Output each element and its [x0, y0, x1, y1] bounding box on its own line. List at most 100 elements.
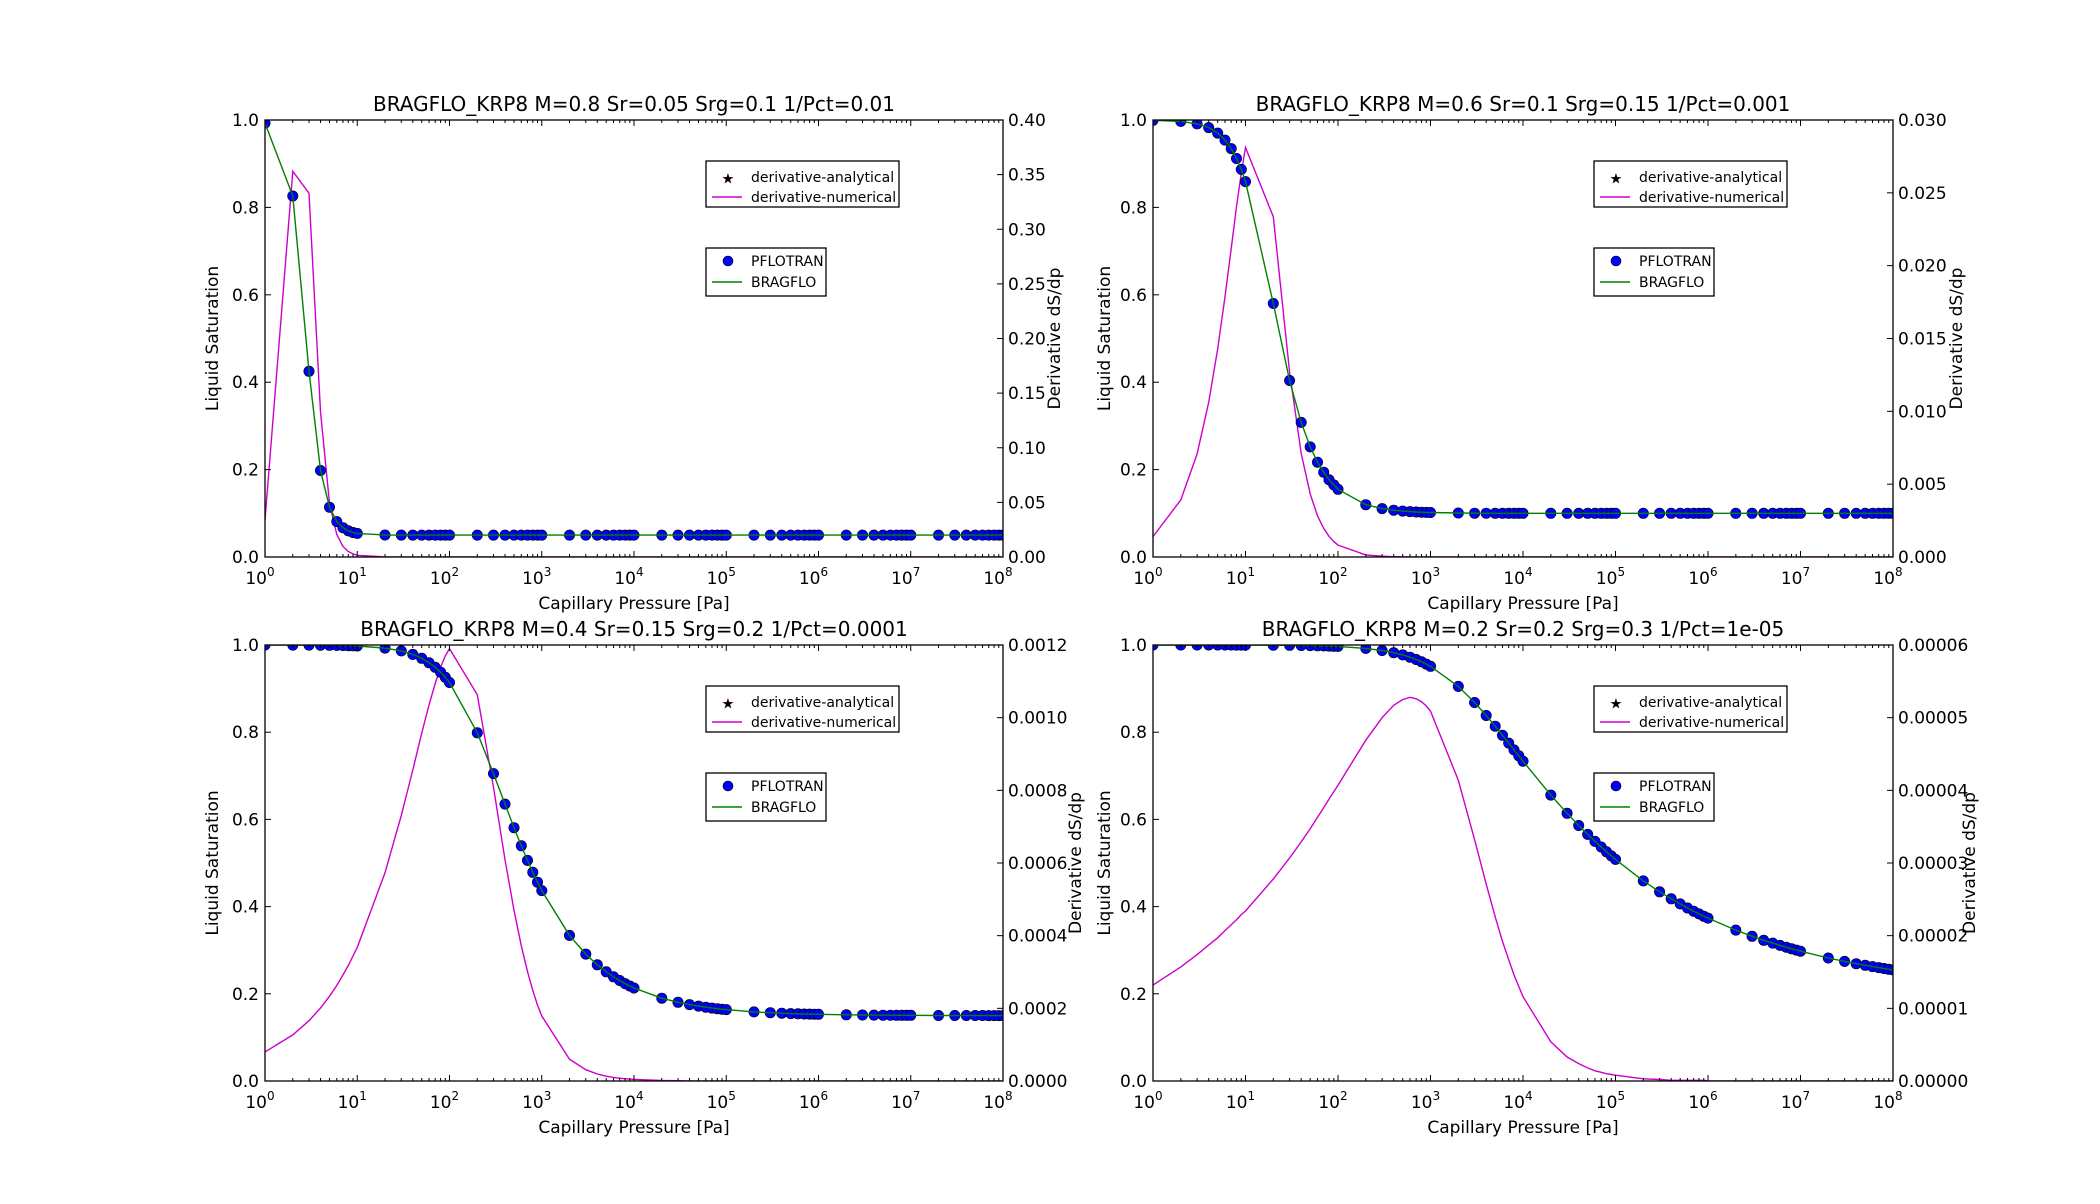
- x-tick-base: 10: [1596, 1093, 1618, 1113]
- x-tick-base: 10: [891, 1093, 913, 1113]
- legend-box: [1593, 247, 1715, 297]
- y-right-tick-label: 0.0002: [1008, 999, 1067, 1019]
- x-tick-exponent: 3: [1433, 565, 1441, 579]
- x-tick-exponent: 0: [1155, 565, 1163, 579]
- x-tick-base: 10: [1318, 569, 1340, 589]
- legend-label-pflotran: PFLOTRAN: [1639, 779, 1712, 795]
- x-tick-label: 100: [1133, 1089, 1162, 1113]
- x-tick-base: 10: [338, 569, 360, 589]
- x-tick-exponent: 2: [452, 565, 460, 579]
- x-tick-base: 10: [1133, 1093, 1155, 1113]
- chart-panel-3: BRAGFLO_KRP8 M=0.4 Sr=0.15 Srg=0.2 1/Pct…: [203, 617, 1086, 1138]
- y-left-tick-label: 0.2: [1120, 461, 1147, 481]
- x-tick-exponent: 3: [544, 565, 552, 579]
- legend-label-analytical: derivative-analytical: [751, 170, 894, 186]
- chart-title: BRAGFLO_KRP8 M=0.2 Sr=0.2 Srg=0.3 1/Pct=…: [1262, 617, 1784, 641]
- x-tick-label: 100: [1133, 565, 1162, 589]
- x-tick-label: 106: [1688, 1089, 1717, 1113]
- star-marker-icon: ★: [1610, 172, 1622, 187]
- x-tick-label: 100: [245, 565, 274, 589]
- x-tick-label: 101: [1226, 1089, 1255, 1113]
- x-tick-label: 107: [1781, 565, 1810, 589]
- y-right-axis-label: Derivative dS/dp: [1960, 792, 1980, 934]
- x-tick-label: 106: [799, 565, 828, 589]
- x-tick-base: 10: [614, 1093, 636, 1113]
- y-left-tick-label: 0.8: [232, 198, 259, 218]
- y-left-tick-label: 0.0: [232, 548, 259, 568]
- x-tick-label: 108: [1873, 1089, 1902, 1113]
- legend-label-bragflo: BRAGFLO: [1639, 800, 1704, 816]
- x-tick-exponent: 1: [359, 1089, 367, 1103]
- x-tick-base: 10: [1873, 1093, 1895, 1113]
- plot-area: [1153, 645, 1893, 1081]
- x-tick-exponent: 7: [913, 1089, 921, 1103]
- x-tick-exponent: 8: [1005, 1089, 1013, 1103]
- x-tick-label: 107: [891, 565, 920, 589]
- legend-label-pflotran: PFLOTRAN: [751, 779, 824, 795]
- x-tick-label: 102: [1318, 1089, 1347, 1113]
- x-tick-base: 10: [1133, 569, 1155, 589]
- x-tick-exponent: 6: [1710, 565, 1718, 579]
- x-tick-label: 108: [1873, 565, 1902, 589]
- y-right-tick-label: 0.10: [1008, 439, 1046, 459]
- legend-box: [1593, 160, 1788, 208]
- x-tick-exponent: 2: [452, 1089, 460, 1103]
- y-left-tick-label: 0.2: [1120, 985, 1147, 1005]
- x-tick-exponent: 6: [821, 1089, 829, 1103]
- y-right-tick-label: 0.25: [1008, 275, 1046, 295]
- y-right-tick-label: 0.00: [1008, 548, 1046, 568]
- y-right-tick-label: 0.30: [1008, 220, 1046, 240]
- x-tick-base: 10: [707, 569, 729, 589]
- y-left-tick-label: 0.8: [1120, 723, 1147, 743]
- series-derivative-numerical-line: [1153, 696, 1893, 1081]
- y-right-tick-label: 0.015: [1898, 330, 1947, 350]
- legend-derivatives: ★ derivative-analytical derivative-numeric…: [705, 160, 900, 208]
- chart-panel-1: BRAGFLO_KRP8 M=0.8 Sr=0.05 Srg=0.1 1/Pct…: [203, 92, 1065, 614]
- legend-derivatives: ★ derivative-analytical derivative-numeric…: [705, 685, 900, 733]
- circle-marker-icon: [1610, 780, 1622, 792]
- plot-area: [265, 120, 1003, 557]
- x-tick-label: 105: [1596, 1089, 1625, 1113]
- y-left-tick-label: 0.4: [1120, 898, 1147, 918]
- legend-derivatives: ★ derivative-analytical derivative-numeric…: [1593, 685, 1788, 733]
- legend-label-numerical: derivative-numerical: [751, 715, 896, 731]
- x-tick-base: 10: [338, 1093, 360, 1113]
- x-tick-exponent: 0: [267, 1089, 275, 1103]
- y-right-tick-label: 0.0010: [1008, 709, 1067, 729]
- x-tick-exponent: 7: [1803, 565, 1811, 579]
- x-tick-label: 106: [799, 1089, 828, 1113]
- x-tick-exponent: 8: [1895, 1089, 1903, 1103]
- y-right-tick-label: 0.00000: [1898, 1072, 1968, 1092]
- x-axis-label: Capillary Pressure [Pa]: [1427, 1118, 1618, 1138]
- y-left-tick-label: 0.0: [232, 1072, 259, 1092]
- y-left-axis-label: Liquid Saturation: [203, 266, 223, 411]
- x-tick-base: 10: [1226, 1093, 1248, 1113]
- y-right-tick-label: 0.030: [1898, 111, 1947, 131]
- x-tick-exponent: 5: [728, 1089, 736, 1103]
- legend-label-analytical: derivative-analytical: [751, 695, 894, 711]
- y-right-tick-label: 0.000: [1898, 548, 1947, 568]
- y-right-tick-label: 0.020: [1898, 257, 1947, 277]
- y-right-tick-label: 0.0012: [1008, 636, 1067, 656]
- series-bragflo-line: [265, 122, 1003, 536]
- plot-area: [265, 645, 1003, 1081]
- x-tick-label: 101: [338, 1089, 367, 1113]
- y-right-tick-label: 0.005: [1898, 475, 1947, 495]
- chart-panel-4: BRAGFLO_KRP8 M=0.2 Sr=0.2 Srg=0.3 1/Pct=…: [1095, 617, 1980, 1138]
- y-left-tick-label: 0.6: [1120, 286, 1147, 306]
- legend-label-analytical: derivative-analytical: [1639, 170, 1782, 186]
- x-tick-label: 103: [1411, 1089, 1440, 1113]
- x-tick-exponent: 1: [1248, 565, 1256, 579]
- x-tick-base: 10: [1503, 1093, 1525, 1113]
- x-tick-exponent: 7: [913, 565, 921, 579]
- legend-derivatives: ★ derivative-analytical derivative-numeric…: [1593, 160, 1788, 208]
- chart-title: BRAGFLO_KRP8 M=0.4 Sr=0.15 Srg=0.2 1/Pct…: [360, 617, 908, 641]
- x-tick-exponent: 1: [1248, 1089, 1256, 1103]
- x-tick-label: 108: [983, 1089, 1012, 1113]
- x-tick-label: 104: [1503, 1089, 1532, 1113]
- y-left-tick-label: 0.8: [232, 723, 259, 743]
- y-right-tick-label: 0.025: [1898, 184, 1947, 204]
- pflotran-point: [265, 645, 271, 651]
- legend-box: [1593, 772, 1715, 822]
